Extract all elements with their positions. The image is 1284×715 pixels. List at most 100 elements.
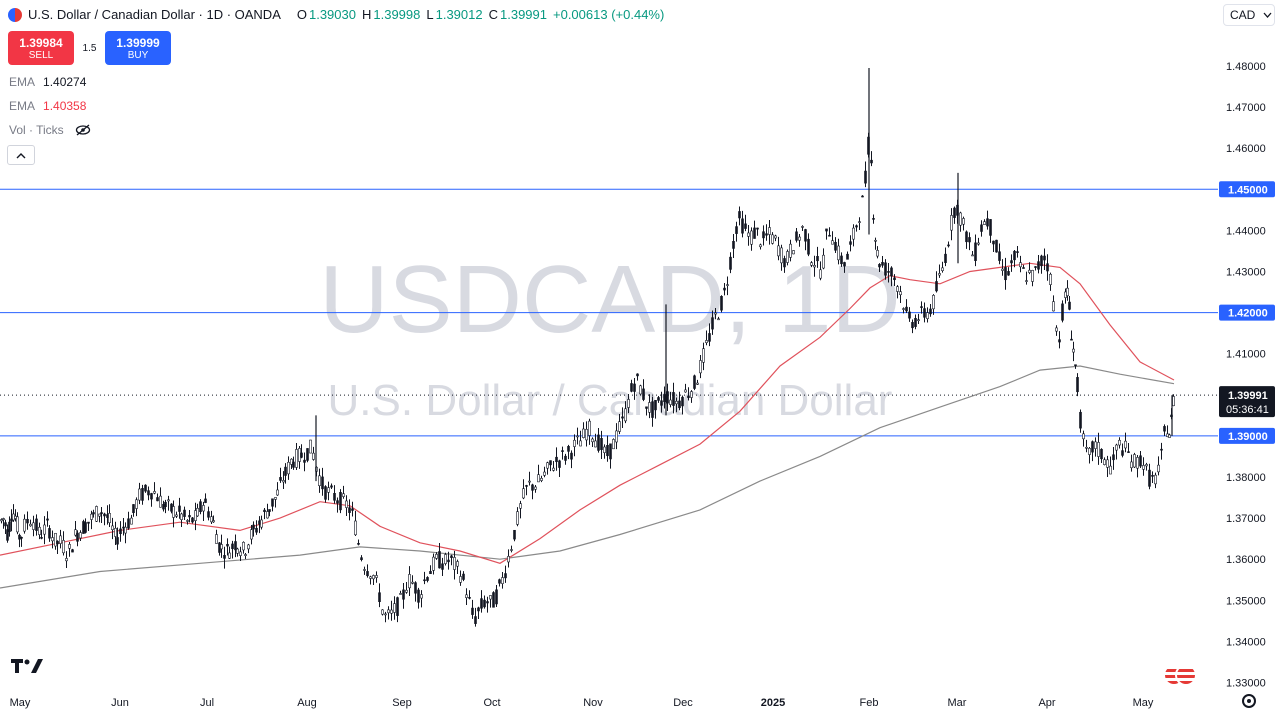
candle-down	[693, 375, 696, 389]
candle-up	[318, 475, 321, 487]
eye-off-icon[interactable]	[75, 124, 91, 136]
candle-down	[1076, 377, 1079, 393]
candle-up	[950, 215, 953, 231]
candle-down	[48, 528, 51, 539]
candle-down	[986, 218, 989, 227]
candle-down	[672, 392, 675, 406]
gear-icon[interactable]	[1242, 694, 1256, 708]
candle-up	[295, 449, 298, 468]
candle-up	[932, 295, 935, 310]
candle-down	[1046, 263, 1049, 272]
candle-up	[789, 243, 792, 258]
candle-down	[426, 577, 429, 581]
last-price-text: 1.39991	[1228, 390, 1268, 402]
candle-down	[864, 170, 867, 184]
candle-down	[861, 195, 864, 198]
sell-button[interactable]: 1.39984 SELL	[8, 31, 74, 65]
tradingview-logo-icon[interactable]	[11, 659, 43, 680]
candle-down	[255, 527, 258, 533]
candle-up	[768, 227, 771, 235]
candle-down	[1010, 260, 1013, 264]
candle-down	[738, 211, 741, 219]
candle-up	[369, 576, 372, 579]
candle-up	[962, 218, 965, 225]
candle-down	[720, 296, 723, 311]
candle-up	[51, 537, 54, 542]
candle-up	[215, 534, 218, 544]
candle-up	[54, 532, 57, 547]
candle-down	[732, 241, 735, 249]
candle-down	[402, 589, 405, 600]
candle-up	[459, 576, 462, 583]
collapse-legend-button[interactable]	[7, 145, 35, 165]
candle-down	[1037, 261, 1040, 270]
candle-up	[1052, 301, 1055, 312]
candle-down	[953, 207, 956, 218]
candle-down	[141, 488, 144, 501]
candle-up	[576, 435, 579, 438]
candle-down	[597, 434, 600, 451]
price-axis[interactable]: 1.48000 1.47000 1.46000 1.45000 1.44000 1.430…	[1219, 61, 1275, 690]
indicator-ema-slow[interactable]: EMA 1.40358	[9, 99, 86, 113]
candle-down	[744, 223, 747, 229]
time-axis[interactable]: May Jun Jul Aug Sep Oct Nov Dec 2025 Feb Mar Apr May	[10, 697, 1154, 709]
x-tick-label: Sep	[392, 697, 412, 709]
candle-up	[582, 428, 585, 438]
candle-down	[100, 512, 103, 514]
x-tick-label: Dec	[673, 697, 693, 709]
candle-up	[1145, 464, 1148, 467]
candle-up	[813, 265, 816, 268]
y-tick-label: 1.47000	[1226, 102, 1266, 114]
buy-button[interactable]: 1.39999 BUY	[105, 31, 171, 65]
indicator-ema-fast[interactable]: EMA 1.40274	[9, 75, 86, 89]
candle-up	[260, 519, 263, 528]
ohlc-open-key: O	[296, 7, 307, 22]
candle-up	[210, 516, 213, 523]
candle-down	[8, 521, 11, 532]
candle-down	[20, 536, 23, 539]
ema-slow-line	[0, 365, 1175, 589]
candle-down	[884, 262, 887, 276]
candle-up	[777, 245, 780, 257]
candle-up	[519, 503, 522, 509]
candle-down	[366, 571, 369, 577]
candle-down	[263, 509, 266, 513]
candle-up	[1118, 439, 1121, 446]
candle-up	[196, 507, 199, 517]
candle-down	[441, 563, 444, 570]
candle-down	[218, 542, 221, 553]
x-tick-label: Feb	[860, 697, 879, 709]
candle-up	[363, 569, 366, 571]
candle-down	[4, 522, 7, 527]
candle-up	[220, 544, 223, 550]
candle-up	[327, 487, 330, 493]
y-tick-label: 1.46000	[1226, 143, 1266, 155]
candle-down	[144, 484, 147, 492]
candle-up	[792, 250, 795, 255]
candle-up	[501, 577, 504, 584]
candle-down	[84, 522, 87, 533]
candle-up	[585, 429, 588, 441]
symbol-header: U.S. Dollar / Canadian Dollar · 1D · OAN…	[8, 7, 664, 22]
candle-down	[1022, 267, 1025, 269]
symbol-title[interactable]: U.S. Dollar / Canadian Dollar · 1D · OAN…	[28, 7, 281, 22]
indicator-volume[interactable]: Vol · Ticks	[9, 123, 91, 137]
candle-up	[917, 319, 920, 322]
y-tick-label: 1.36000	[1226, 554, 1266, 566]
candle-down	[234, 541, 237, 551]
candle-up	[858, 221, 861, 223]
candle-up	[114, 528, 117, 537]
candle-up	[276, 489, 279, 496]
candle-up	[108, 513, 111, 524]
candle-up	[705, 340, 708, 344]
candle-down	[600, 438, 603, 450]
candle-up	[98, 513, 101, 517]
currency-selector[interactable]: CAD	[1223, 4, 1275, 26]
candle-up	[588, 420, 591, 436]
flag-icon[interactable]	[1163, 664, 1199, 686]
watermark-symbol: USDCAD, 1D	[319, 246, 900, 353]
candle-up	[159, 495, 162, 508]
x-tick-label: Nov	[583, 697, 603, 709]
candle-down	[995, 239, 998, 253]
